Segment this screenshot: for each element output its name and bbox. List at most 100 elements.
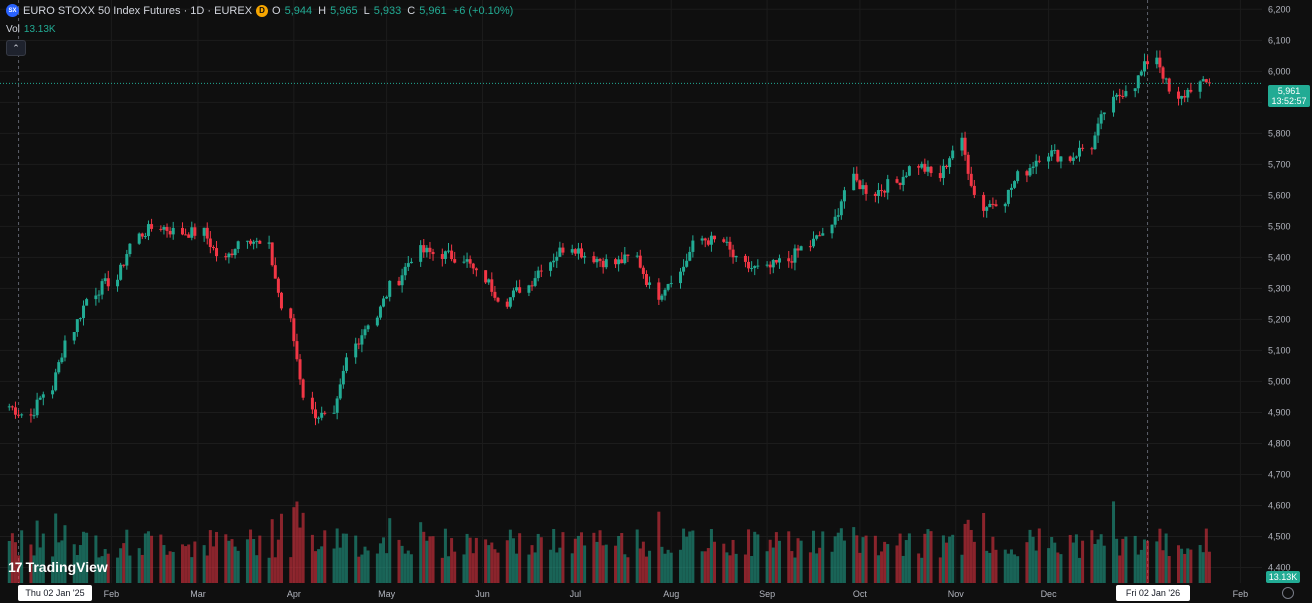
candle-body <box>660 295 664 300</box>
settings-icon[interactable] <box>1282 587 1294 599</box>
candle-body <box>490 279 494 292</box>
candle-body <box>184 234 188 236</box>
volume-bar <box>320 546 324 583</box>
candle-body <box>400 275 404 286</box>
symbol-icon[interactable]: SX <box>6 4 19 17</box>
last-price-tag: 5,961 13:52:57 <box>1268 85 1310 107</box>
candle-body <box>678 271 682 284</box>
volume-bar <box>57 542 61 583</box>
candle-body <box>994 204 998 207</box>
volume-bar <box>496 552 500 583</box>
x-tick-label: Feb <box>104 589 120 599</box>
candle-body <box>570 249 574 253</box>
candle-body <box>270 242 274 266</box>
volume-bar <box>428 536 432 583</box>
x-tick-label: Aug <box>663 589 679 599</box>
candle-body <box>706 240 710 245</box>
volume-bar <box>533 552 537 583</box>
candle-body <box>666 284 670 290</box>
volume-bar <box>1081 540 1085 583</box>
collapse-legend-button[interactable]: ⌃ <box>6 40 26 56</box>
candle-body <box>344 357 348 371</box>
volume-bar <box>592 532 596 583</box>
volume-bar <box>929 531 933 583</box>
candle-body <box>273 265 277 279</box>
candle-body <box>85 299 89 306</box>
volume-bar <box>511 538 515 583</box>
volume-bar <box>409 554 413 583</box>
volume-bar <box>471 553 475 583</box>
candle-body <box>985 207 989 211</box>
volume-bar <box>289 557 293 583</box>
volume-bar <box>354 535 358 583</box>
volume-bar <box>1167 556 1171 583</box>
candle-body <box>496 297 500 302</box>
volume-bar <box>1009 549 1013 583</box>
candle-body <box>125 254 129 266</box>
candle-body <box>576 248 580 254</box>
candle-body <box>753 266 757 268</box>
candle-body <box>165 227 169 231</box>
x-tick-label: Jun <box>475 589 490 599</box>
volume-bar <box>406 550 410 583</box>
candle-body <box>793 248 797 263</box>
candle-body <box>7 406 11 408</box>
interval-badge[interactable]: D <box>256 4 269 17</box>
volume-bar <box>1180 548 1184 583</box>
candle-body <box>511 290 515 298</box>
volume-bar <box>378 543 382 583</box>
candle-body <box>1121 95 1125 97</box>
volume-bar <box>626 557 630 583</box>
volume-bar <box>1164 533 1168 583</box>
candle-body <box>236 241 240 250</box>
y-tick-label: 5,700 <box>1268 159 1291 169</box>
volume-bar <box>38 547 42 583</box>
candle-body <box>403 266 407 276</box>
volume-bar <box>558 547 562 583</box>
volume-bar <box>833 536 837 583</box>
candle-body <box>623 254 627 264</box>
volume-bar <box>1183 553 1187 583</box>
candle-body <box>1198 81 1202 92</box>
volume-bar <box>818 547 822 583</box>
y-tick-label: 5,200 <box>1268 314 1291 324</box>
candle-body <box>991 203 995 205</box>
high-label: H <box>318 4 327 17</box>
candle-body <box>465 259 469 262</box>
open-label: O <box>272 4 281 17</box>
volume-bar <box>747 529 751 583</box>
candle-body <box>97 294 101 296</box>
volume-bar <box>165 554 169 583</box>
volume-bar <box>709 529 713 583</box>
candle-body <box>873 193 877 196</box>
volume-bar <box>1186 548 1190 583</box>
volume-bar <box>137 548 141 583</box>
candle-body <box>187 234 191 238</box>
candle-body <box>440 254 444 259</box>
volume-bar <box>314 551 317 583</box>
volume-bar <box>691 530 695 583</box>
volume-bar <box>72 544 76 583</box>
candle-body <box>17 414 21 416</box>
volume-bar <box>202 545 206 583</box>
symbol-title[interactable]: EURO STOXX 50 Index Futures · 1D · EUREX <box>23 4 253 17</box>
volume-bar <box>617 535 621 583</box>
candle-body <box>493 291 497 298</box>
volume-bar <box>638 548 642 583</box>
tradingview-logo[interactable]: 17 TradingView <box>8 559 108 575</box>
volume-bar <box>505 540 509 583</box>
candle-body <box>573 249 577 254</box>
volume-bar <box>530 545 534 583</box>
open-value: 5,944 <box>284 4 313 17</box>
candle-body <box>539 270 543 272</box>
candle-body <box>252 241 256 244</box>
candle-body <box>1037 160 1041 162</box>
candle-body <box>1047 156 1051 162</box>
candle-body <box>1006 189 1010 204</box>
volume-bar <box>292 507 296 583</box>
candle-body <box>137 233 141 244</box>
y-tick-label: 6,200 <box>1268 4 1291 14</box>
volume-bar <box>774 532 778 583</box>
volume-bar <box>945 542 948 583</box>
